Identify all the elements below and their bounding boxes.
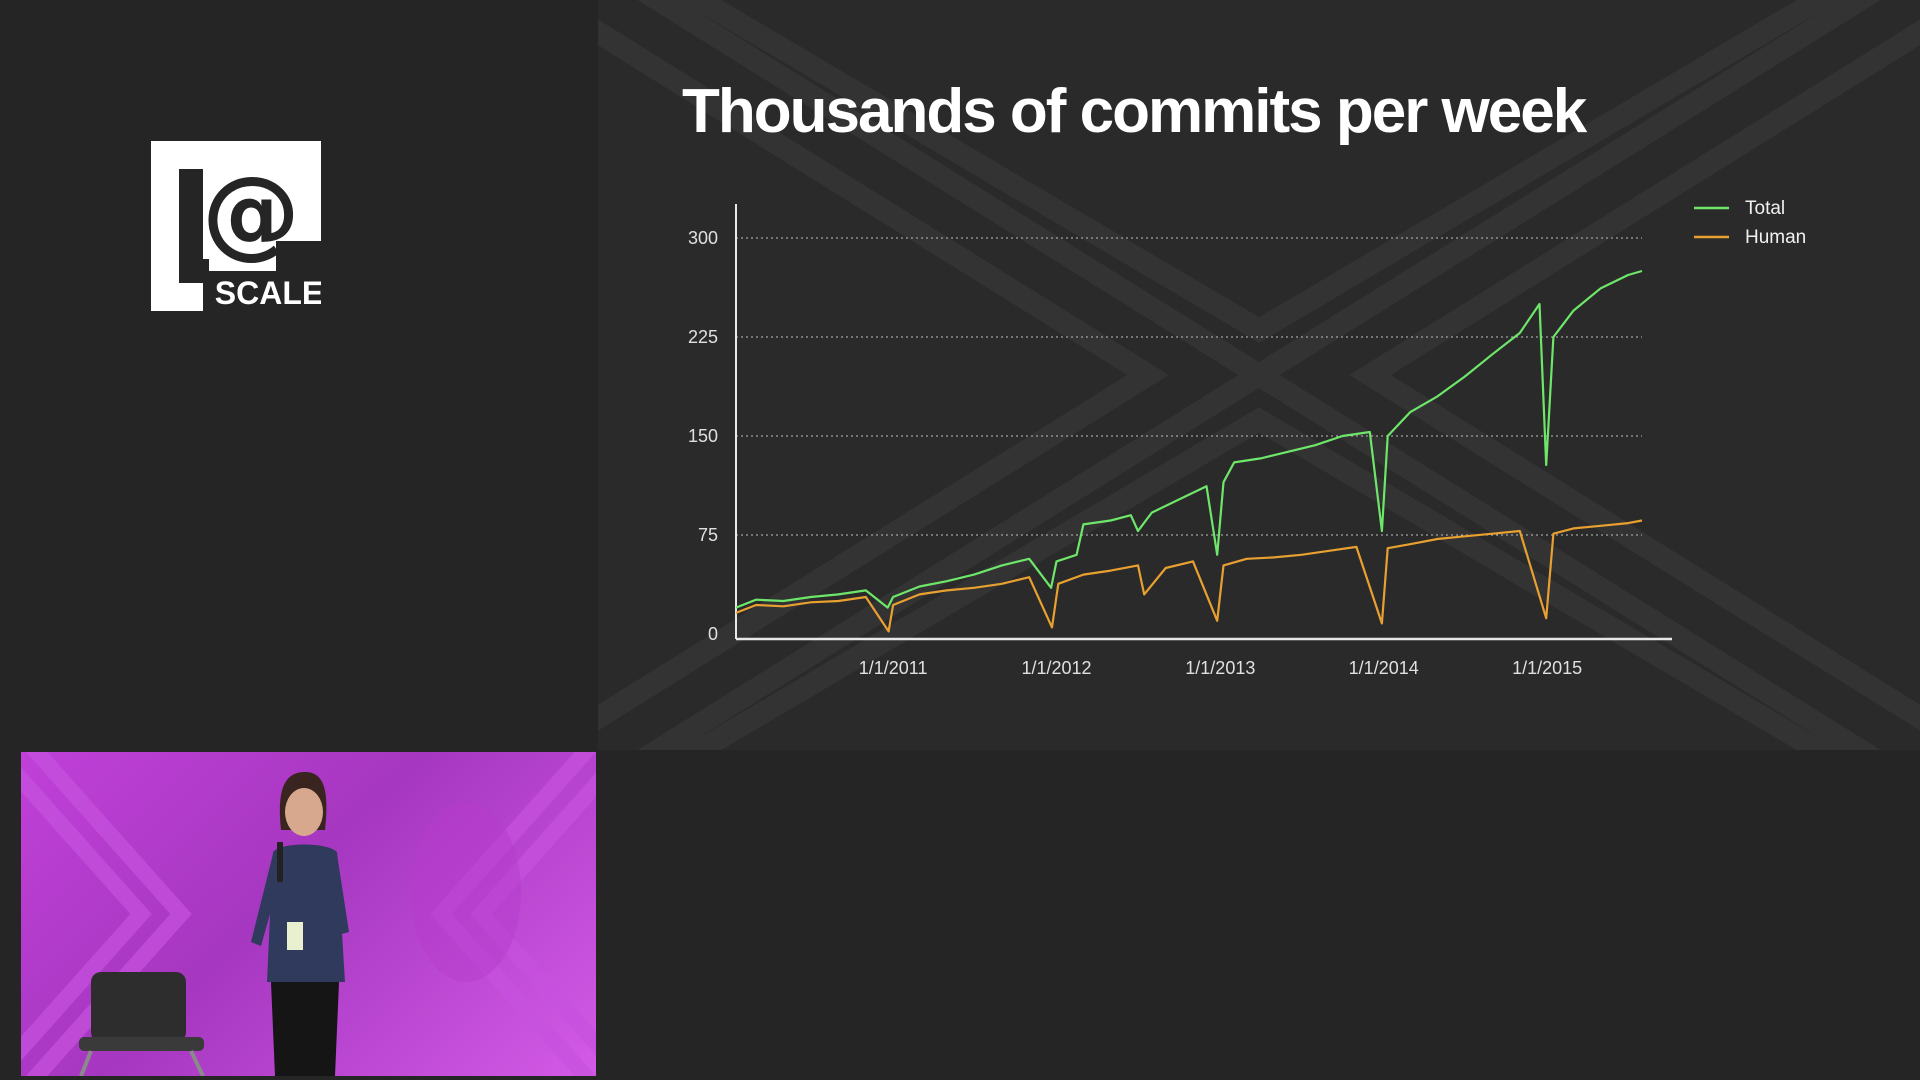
y-tick-label: 225 [688,327,718,347]
x-tick-label: 1/1/2013 [1185,658,1255,678]
y-tick-label: 150 [688,426,718,446]
speaker-video [21,752,596,1076]
slide: Thousands of commits per week 0 75 150 225 3… [598,0,1920,750]
slide-title: Thousands of commits per week [682,77,1587,146]
commits-chart: 0 75 150 225 300 1/1/2011 1/1/2012 1/1/2013 1/1/… [688,198,1806,678]
x-tick-label: 1/1/2011 [859,658,928,678]
x-tick-label: 1/1/2014 [1349,658,1419,678]
legend-label-total: Total [1745,198,1785,219]
atscale-logo: @ SCALE [151,141,321,311]
svg-text:@: @ [202,156,300,270]
chair [79,972,205,1076]
y-tick-label: 0 [708,624,718,644]
slide-chevron-background [598,0,1920,750]
speaker [251,772,349,1076]
series-line-total [735,269,1643,609]
atscale-logo-mark: @ SCALE [151,141,321,311]
y-tick-label: 300 [688,228,718,248]
legend-label-human: Human [1745,227,1806,248]
x-tick-label: 1/1/2015 [1512,658,1582,678]
y-tick-label: 75 [698,525,718,545]
x-tick-label: 1/1/2012 [1021,658,1091,678]
logo-text: SCALE [215,275,321,311]
series-line-human [735,519,1643,633]
speaker-video-frame [21,752,596,1076]
